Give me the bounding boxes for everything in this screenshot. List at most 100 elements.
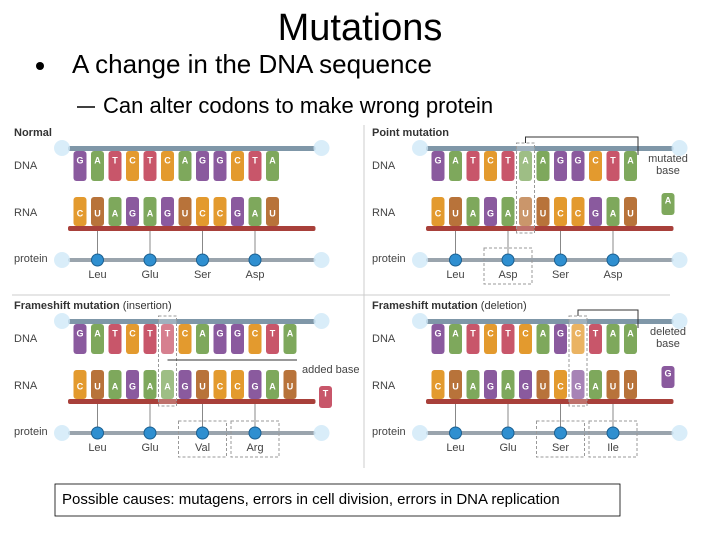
dna-base: [589, 151, 602, 181]
dna-base-letter: G: [216, 328, 223, 338]
rna-base: [248, 370, 262, 399]
rna-base-letter: U: [627, 381, 634, 391]
rna-base: [196, 197, 209, 226]
dna-base-letter: C: [234, 155, 241, 165]
rna-backbone: [68, 399, 316, 404]
rna-base: [606, 197, 620, 226]
dna-base: [91, 324, 104, 354]
backbone-end: [54, 140, 70, 156]
dna-base: [231, 151, 244, 181]
rna-base: [624, 370, 637, 399]
dna-base-letter: A: [627, 328, 634, 338]
rna-base: [126, 370, 139, 399]
dna-base-letter: G: [434, 155, 441, 165]
extra-base: [319, 386, 332, 408]
dna-base-letter: A: [269, 155, 276, 165]
rna-base: [108, 197, 122, 226]
dna-base-letter: A: [452, 155, 459, 165]
rna-base-letter: C: [435, 381, 442, 391]
dna-base-letter: G: [199, 155, 206, 165]
highlight: [178, 420, 227, 458]
rna-base-letter: A: [112, 381, 119, 391]
annotation: mutated base: [648, 153, 688, 177]
amino-acid-label: Arg: [246, 442, 263, 454]
panel-title-text: Frameshift mutation: [14, 300, 120, 312]
dna-base: [213, 324, 227, 354]
amino-acid: [143, 426, 157, 440]
dna-base: [624, 324, 637, 354]
rna-base: [431, 370, 445, 399]
dna-base-letter: C: [487, 155, 494, 165]
rna-base: [161, 197, 174, 226]
rna-base-letter: C: [77, 208, 84, 218]
dna-base: [519, 324, 532, 354]
rna-base-letter: C: [557, 208, 564, 218]
dna-base-letter: A: [94, 328, 101, 338]
rna-base: [178, 370, 192, 399]
dna-base: [554, 324, 567, 354]
rna-base: [571, 197, 585, 226]
dna-base: [536, 324, 550, 354]
rna-base: [571, 370, 585, 399]
dna-backbone: [426, 146, 674, 151]
amino-acid-label: Asp: [499, 269, 518, 281]
rna-base-letter: G: [181, 381, 188, 391]
backbone-end: [54, 425, 70, 441]
amino-acid-label: Ser: [552, 442, 569, 454]
rna-base: [126, 197, 139, 226]
dna-base: [571, 151, 585, 181]
dna-base-letter: T: [147, 155, 153, 165]
dna-base: [501, 151, 515, 181]
amino-acid: [196, 426, 209, 440]
rna-base-letter: U: [199, 381, 206, 391]
dna-base-letter: C: [182, 328, 189, 338]
row-label: RNA: [372, 207, 396, 219]
dna-base-letter: G: [234, 328, 241, 338]
rna-base: [161, 370, 174, 399]
annotation: added base: [302, 364, 360, 376]
rna-base-letter: U: [94, 381, 101, 391]
dna-base-letter: G: [557, 155, 564, 165]
row-label: protein: [14, 253, 48, 265]
rna-base-letter: C: [575, 208, 582, 218]
dna-base: [143, 151, 157, 181]
backbone-end: [412, 140, 428, 156]
row-label: DNA: [14, 160, 38, 172]
amino-acid-label: Leu: [88, 269, 106, 281]
dna-base-letter: C: [252, 328, 259, 338]
slide-title: Mutations: [278, 7, 443, 49]
dna-base: [178, 151, 192, 181]
dna-base: [536, 151, 550, 181]
rna-base-letter: U: [182, 208, 189, 218]
dna-base: [73, 151, 87, 181]
extra-base: [661, 193, 675, 215]
backbone-end: [412, 425, 428, 441]
dna-base-letter: G: [76, 328, 83, 338]
backbone-end: [412, 252, 428, 268]
dna-base: [624, 151, 637, 181]
rna-base: [606, 370, 620, 399]
rna-base: [484, 197, 497, 226]
row-label: DNA: [372, 160, 396, 172]
rna-base: [143, 197, 157, 226]
highlight: [588, 420, 638, 458]
protein-backbone: [426, 258, 674, 262]
rna-backbone: [68, 226, 316, 231]
rna-base-letter: C: [217, 208, 224, 218]
rna-base-letter: C: [557, 381, 564, 391]
dna-base-letter: T: [505, 328, 511, 338]
dna-base-letter: G: [557, 328, 564, 338]
highlight: [230, 420, 280, 458]
dna-base: [248, 151, 262, 181]
dna-backbone: [426, 319, 674, 324]
rna-base: [266, 197, 279, 226]
panel-title: Normal: [14, 127, 52, 139]
amino-acid: [248, 253, 262, 267]
rna-base: [624, 197, 637, 226]
annotation-line: deleted: [650, 326, 686, 338]
rna-base-letter: C: [77, 381, 84, 391]
rna-base-letter: G: [164, 208, 171, 218]
rna-base-letter: A: [470, 381, 477, 391]
dna-base: [266, 324, 279, 354]
dna-base: [73, 324, 87, 354]
